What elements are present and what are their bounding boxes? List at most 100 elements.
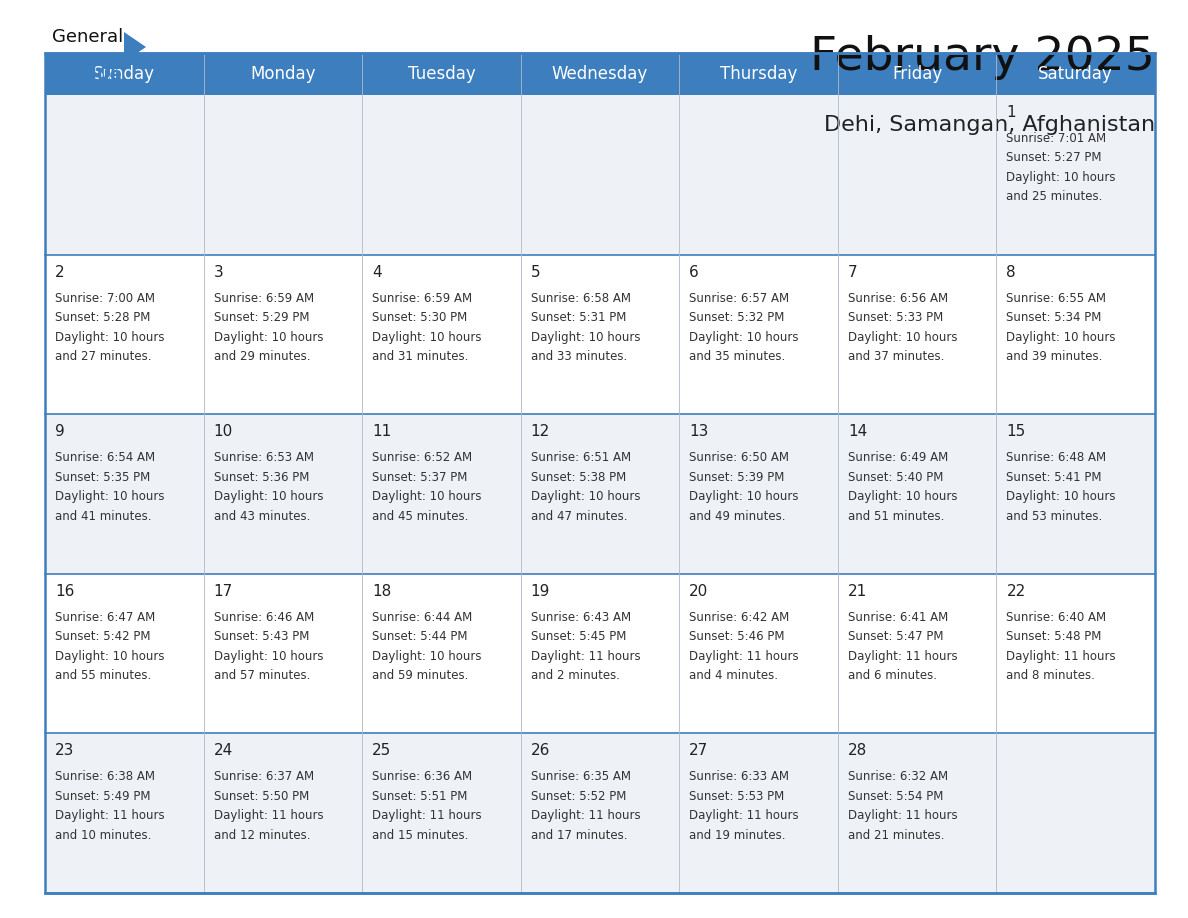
Text: Blue: Blue — [77, 66, 121, 84]
Text: Monday: Monday — [251, 65, 316, 83]
Text: Dehi, Samangan, Afghanistan: Dehi, Samangan, Afghanistan — [823, 115, 1155, 135]
Text: and 53 minutes.: and 53 minutes. — [1006, 509, 1102, 522]
Bar — [45, 733, 203, 893]
Bar — [45, 414, 203, 574]
Text: Sunset: 5:39 PM: Sunset: 5:39 PM — [689, 471, 784, 484]
Text: Daylight: 11 hours: Daylight: 11 hours — [848, 810, 958, 823]
Text: and 27 minutes.: and 27 minutes. — [55, 350, 152, 364]
Bar — [680, 95, 838, 254]
Text: and 39 minutes.: and 39 minutes. — [1006, 350, 1102, 364]
Text: Sunrise: 7:00 AM: Sunrise: 7:00 AM — [55, 292, 154, 305]
Text: 25: 25 — [372, 744, 391, 758]
Text: Daylight: 10 hours: Daylight: 10 hours — [55, 330, 164, 343]
Text: General: General — [52, 28, 124, 46]
Bar — [680, 574, 838, 733]
Text: 15: 15 — [1006, 424, 1025, 439]
Text: Sunset: 5:34 PM: Sunset: 5:34 PM — [1006, 311, 1101, 324]
Text: Daylight: 10 hours: Daylight: 10 hours — [1006, 490, 1116, 503]
Text: Sunset: 5:40 PM: Sunset: 5:40 PM — [848, 471, 943, 484]
Text: 3: 3 — [214, 264, 223, 280]
Text: Daylight: 10 hours: Daylight: 10 hours — [1006, 171, 1116, 184]
Bar — [45, 254, 203, 414]
Text: Sunset: 5:27 PM: Sunset: 5:27 PM — [1006, 151, 1102, 164]
Text: Daylight: 11 hours: Daylight: 11 hours — [689, 810, 798, 823]
Text: Sunrise: 6:36 AM: Sunrise: 6:36 AM — [372, 770, 473, 783]
Bar — [362, 733, 520, 893]
Text: 22: 22 — [1006, 584, 1025, 599]
Text: 20: 20 — [689, 584, 708, 599]
Text: 11: 11 — [372, 424, 391, 439]
Text: Sunrise: 6:43 AM: Sunrise: 6:43 AM — [531, 610, 631, 624]
Text: and 15 minutes.: and 15 minutes. — [372, 829, 468, 842]
Text: Sunrise: 6:40 AM: Sunrise: 6:40 AM — [1006, 610, 1106, 624]
Text: Sunset: 5:42 PM: Sunset: 5:42 PM — [55, 631, 151, 644]
Text: Sunset: 5:32 PM: Sunset: 5:32 PM — [689, 311, 784, 324]
Text: 14: 14 — [848, 424, 867, 439]
Text: Sunset: 5:54 PM: Sunset: 5:54 PM — [848, 789, 943, 803]
Bar — [203, 414, 362, 574]
Text: Sunrise: 6:55 AM: Sunrise: 6:55 AM — [1006, 292, 1106, 305]
Bar — [838, 574, 997, 733]
Text: 10: 10 — [214, 424, 233, 439]
Text: Daylight: 10 hours: Daylight: 10 hours — [689, 330, 798, 343]
Text: Daylight: 11 hours: Daylight: 11 hours — [848, 650, 958, 663]
Text: and 57 minutes.: and 57 minutes. — [214, 669, 310, 682]
Bar — [520, 574, 680, 733]
Text: and 29 minutes.: and 29 minutes. — [214, 350, 310, 364]
Text: and 2 minutes.: and 2 minutes. — [531, 669, 620, 682]
Bar — [838, 254, 997, 414]
Text: 8: 8 — [1006, 264, 1016, 280]
Bar — [997, 414, 1155, 574]
Text: Sunrise: 6:35 AM: Sunrise: 6:35 AM — [531, 770, 631, 783]
Text: Sunset: 5:31 PM: Sunset: 5:31 PM — [531, 311, 626, 324]
Text: 18: 18 — [372, 584, 391, 599]
Bar — [203, 95, 362, 254]
Text: Daylight: 10 hours: Daylight: 10 hours — [531, 490, 640, 503]
Text: Sunset: 5:37 PM: Sunset: 5:37 PM — [372, 471, 468, 484]
Text: Daylight: 10 hours: Daylight: 10 hours — [1006, 330, 1116, 343]
Text: Sunrise: 6:57 AM: Sunrise: 6:57 AM — [689, 292, 789, 305]
Text: Sunset: 5:29 PM: Sunset: 5:29 PM — [214, 311, 309, 324]
Text: Daylight: 10 hours: Daylight: 10 hours — [372, 650, 481, 663]
Text: 6: 6 — [689, 264, 699, 280]
Bar — [45, 95, 203, 254]
Bar — [362, 574, 520, 733]
Bar — [45, 574, 203, 733]
Text: Sunrise: 6:56 AM: Sunrise: 6:56 AM — [848, 292, 948, 305]
Text: Sunset: 5:48 PM: Sunset: 5:48 PM — [1006, 631, 1101, 644]
Text: 9: 9 — [55, 424, 65, 439]
Text: Sunrise: 6:38 AM: Sunrise: 6:38 AM — [55, 770, 154, 783]
Text: and 31 minutes.: and 31 minutes. — [372, 350, 468, 364]
Text: Daylight: 11 hours: Daylight: 11 hours — [1006, 650, 1116, 663]
Bar — [997, 254, 1155, 414]
Bar — [520, 95, 680, 254]
Text: Sunset: 5:33 PM: Sunset: 5:33 PM — [848, 311, 943, 324]
Text: and 35 minutes.: and 35 minutes. — [689, 350, 785, 364]
Text: Sunset: 5:28 PM: Sunset: 5:28 PM — [55, 311, 151, 324]
Text: Daylight: 11 hours: Daylight: 11 hours — [689, 650, 798, 663]
Text: 12: 12 — [531, 424, 550, 439]
Bar — [520, 414, 680, 574]
Bar — [362, 95, 520, 254]
Text: 26: 26 — [531, 744, 550, 758]
Text: 13: 13 — [689, 424, 709, 439]
Bar — [362, 254, 520, 414]
Text: Wednesday: Wednesday — [552, 65, 649, 83]
Text: and 43 minutes.: and 43 minutes. — [214, 509, 310, 522]
Text: Daylight: 10 hours: Daylight: 10 hours — [214, 330, 323, 343]
Text: Daylight: 11 hours: Daylight: 11 hours — [55, 810, 165, 823]
Text: Sunset: 5:47 PM: Sunset: 5:47 PM — [848, 631, 943, 644]
Text: Daylight: 10 hours: Daylight: 10 hours — [214, 490, 323, 503]
Text: Daylight: 10 hours: Daylight: 10 hours — [55, 490, 164, 503]
Text: and 21 minutes.: and 21 minutes. — [848, 829, 944, 842]
Polygon shape — [124, 32, 146, 62]
Text: 1: 1 — [1006, 105, 1016, 120]
Bar — [680, 414, 838, 574]
Text: Sunrise: 6:47 AM: Sunrise: 6:47 AM — [55, 610, 156, 624]
Text: Daylight: 10 hours: Daylight: 10 hours — [848, 330, 958, 343]
Text: and 4 minutes.: and 4 minutes. — [689, 669, 778, 682]
Text: Sunset: 5:50 PM: Sunset: 5:50 PM — [214, 789, 309, 803]
Text: Sunset: 5:45 PM: Sunset: 5:45 PM — [531, 631, 626, 644]
Text: Sunset: 5:44 PM: Sunset: 5:44 PM — [372, 631, 468, 644]
Text: and 41 minutes.: and 41 minutes. — [55, 509, 152, 522]
